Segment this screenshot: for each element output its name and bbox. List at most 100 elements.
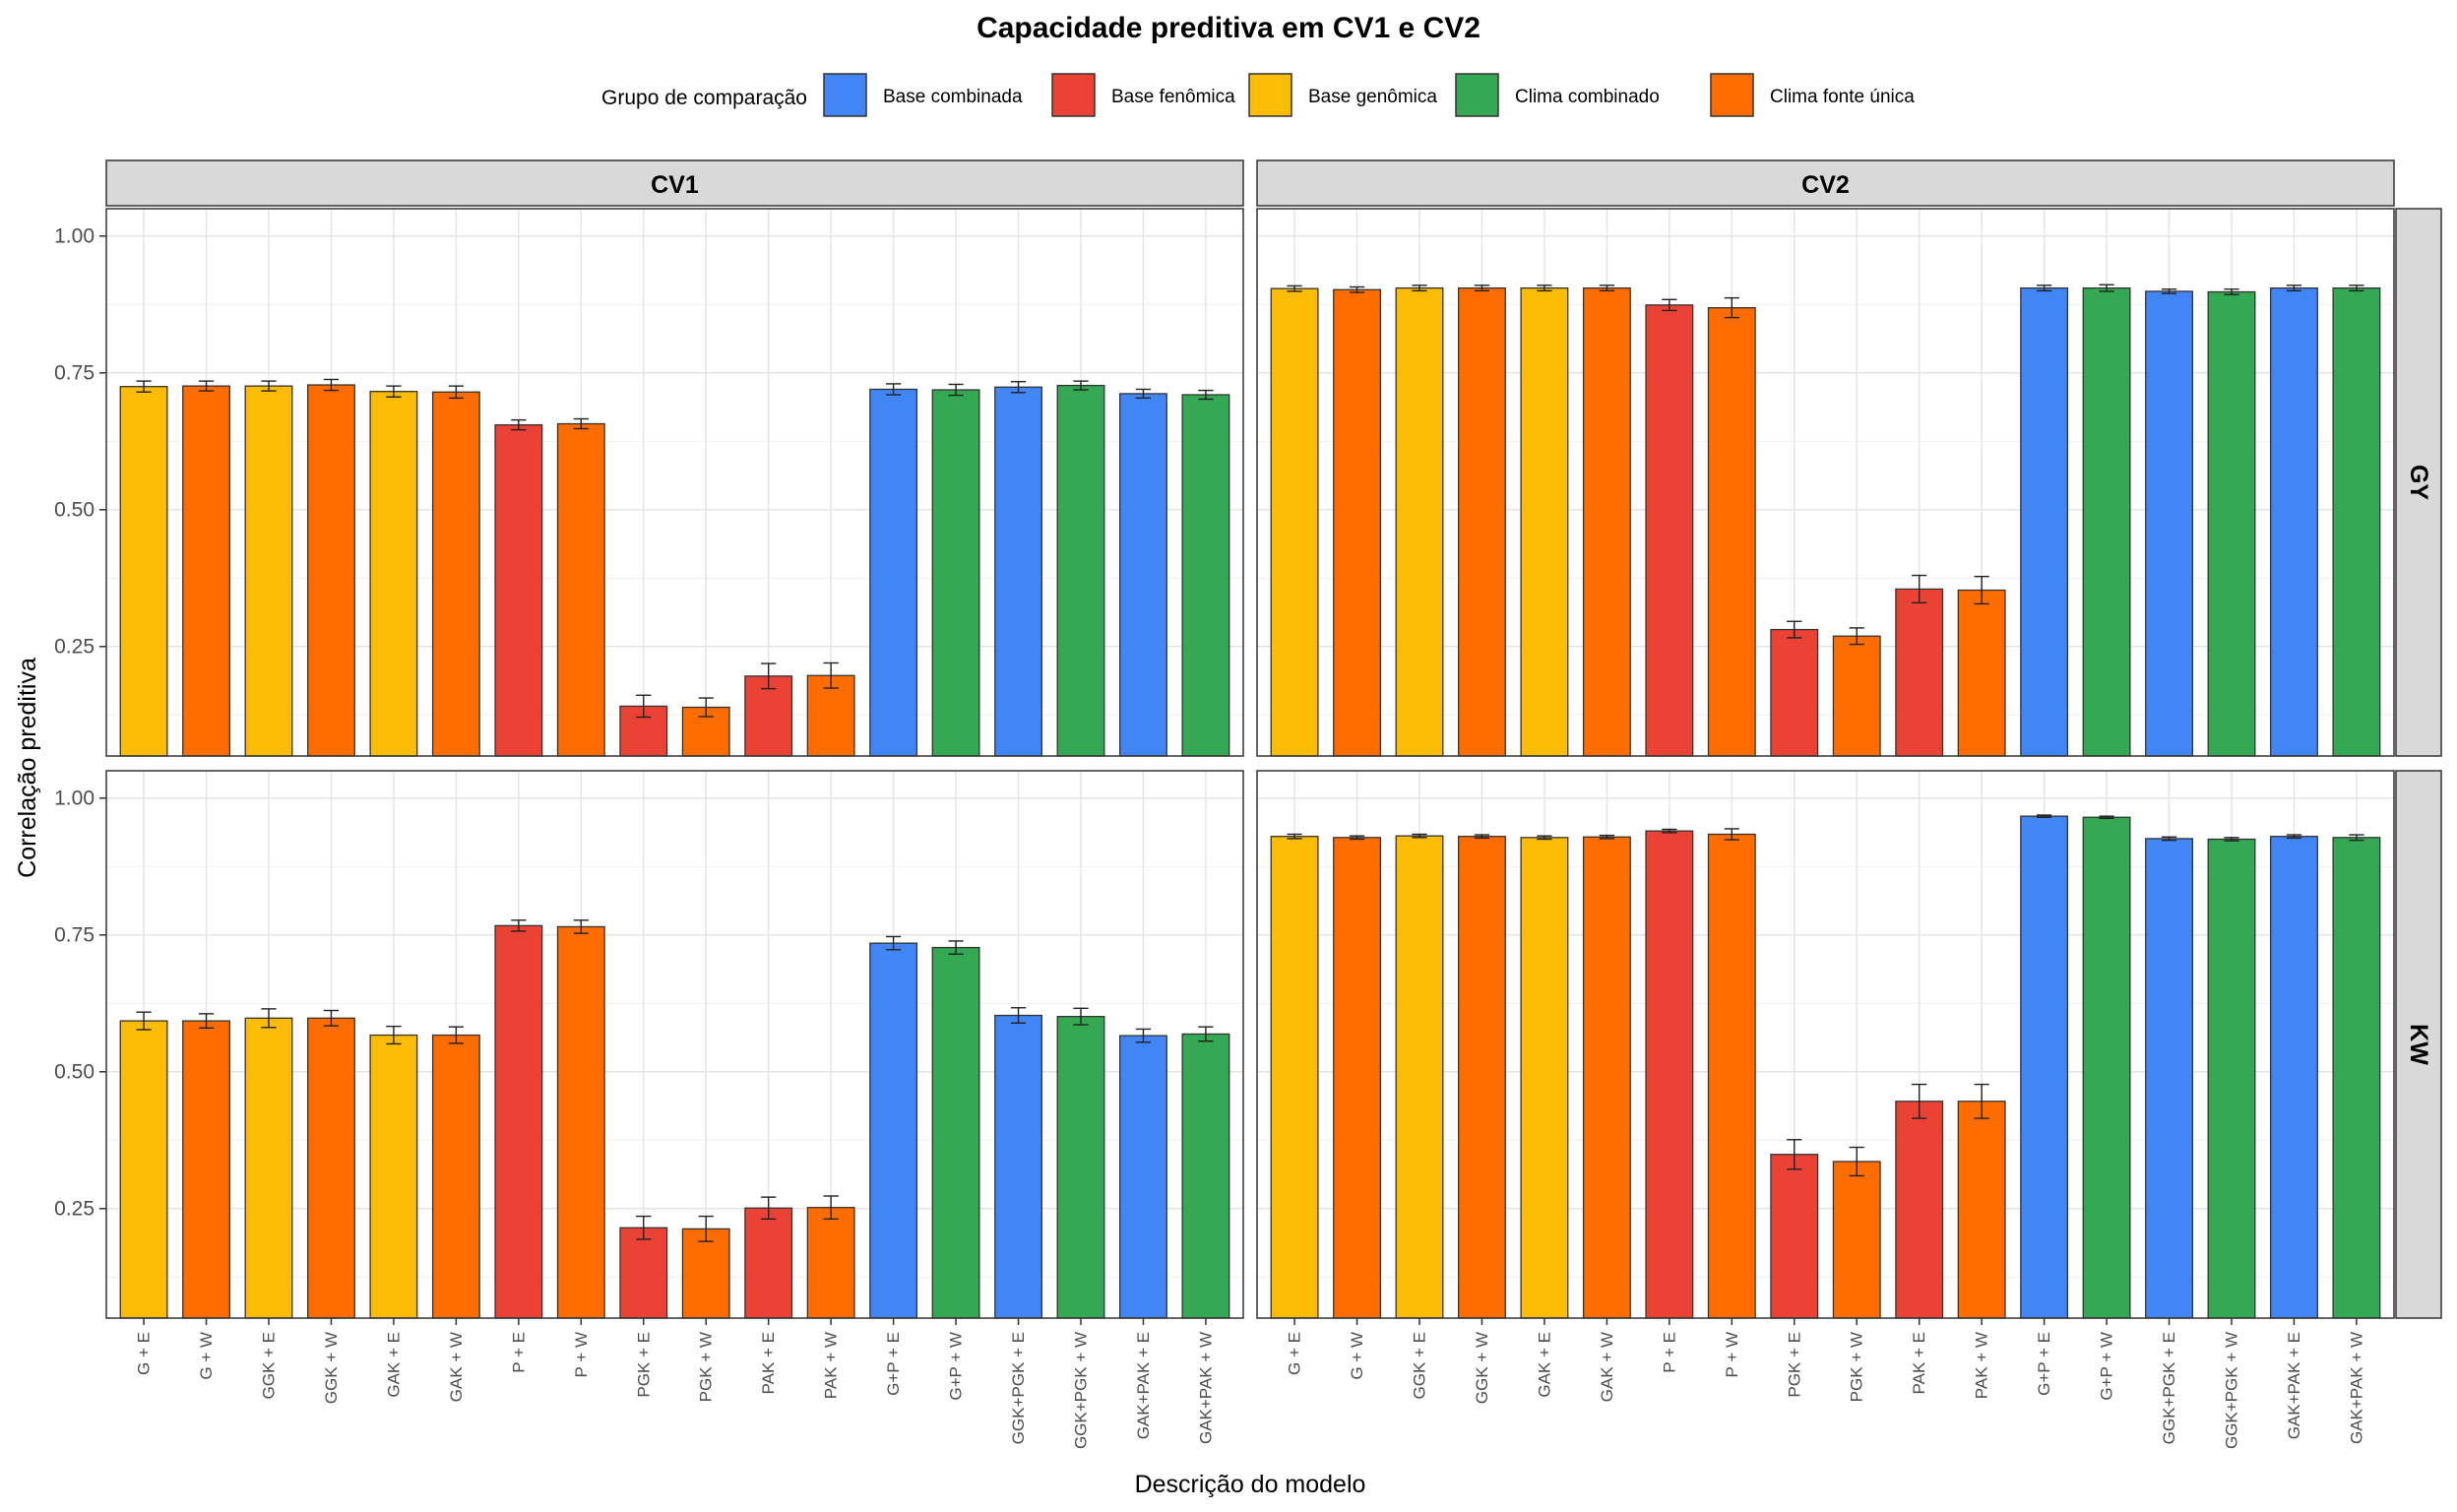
x-tick-label: GAK + E — [384, 1332, 403, 1398]
x-tick-label: GGK+PGK + W — [2223, 1332, 2241, 1449]
bar — [681, 1228, 730, 1319]
facet-label-gy: GY — [2405, 465, 2432, 500]
bar — [994, 1014, 1042, 1319]
x-tick-label: GAK+PAK + E — [2285, 1332, 2303, 1439]
bar — [119, 386, 168, 757]
bar — [2207, 290, 2256, 757]
bar — [1056, 384, 1105, 757]
x-tick-label: PAK + E — [759, 1332, 778, 1394]
legend-swatch-cc — [1455, 73, 1499, 117]
x-tick-label: G + W — [1348, 1332, 1366, 1380]
panel-kw-cv1 — [105, 770, 1244, 1319]
bar — [1458, 836, 1506, 1319]
bar — [869, 942, 918, 1319]
x-tick-label: GGK+PGK + E — [2160, 1332, 2178, 1444]
y-tick-label: 0.75 — [54, 361, 94, 384]
bar — [182, 1020, 230, 1319]
bar — [244, 1017, 293, 1319]
legend-swatch-bc — [823, 73, 867, 117]
bar — [869, 388, 918, 757]
axes: 0.25 0.50 0.75 1.00 0.25 0.50 0.75 1.00 G + E G +… — [54, 224, 2365, 1449]
x-tick-label: G + W — [197, 1332, 216, 1380]
bar — [1181, 394, 1230, 757]
bar — [369, 1034, 418, 1319]
facet-strip-cv2 — [1256, 159, 2395, 207]
bar — [182, 385, 230, 757]
bar — [556, 422, 605, 757]
bar — [431, 1034, 480, 1319]
legend-swatch-bg — [1248, 73, 1292, 117]
bar — [494, 924, 543, 1319]
bar — [1181, 1033, 1230, 1319]
bar — [1707, 306, 1756, 757]
bar — [744, 1207, 793, 1319]
bar — [2332, 837, 2381, 1319]
panel-border — [1256, 770, 2395, 1319]
legend-label-bf: Base fenômica — [1111, 87, 1235, 107]
bar — [2207, 838, 2256, 1319]
x-tick-label: GAK+PAK + W — [1196, 1332, 1215, 1444]
bar — [1957, 589, 2006, 757]
legend-swatch-cf — [1710, 73, 1754, 117]
x-tick-label: G + E — [135, 1332, 154, 1375]
bar — [1056, 1015, 1105, 1319]
y-tick-label: 1.00 — [54, 224, 94, 247]
x-tick-label: GGK + E — [260, 1332, 279, 1400]
y-axis-label: Correlação preditiva — [14, 658, 41, 878]
bar — [1520, 837, 1569, 1319]
panels — [105, 208, 2395, 1319]
bar — [2145, 290, 2193, 757]
bar — [1582, 836, 1631, 1319]
bar — [1770, 628, 1819, 757]
x-tick-label: PGK + W — [1848, 1332, 1866, 1402]
facet-label-kw: KW — [2405, 1024, 2432, 1065]
y-tick-label: 1.00 — [54, 787, 94, 809]
x-tick-label: GGK+PGK + W — [1072, 1332, 1091, 1449]
legend-label-cf: Clima fonte única — [1770, 87, 1915, 107]
x-tick-label: GAK + W — [447, 1332, 466, 1402]
x-tick-label: G+P + E — [2035, 1332, 2053, 1396]
facet-label-cv1: CV1 — [651, 171, 699, 199]
bar — [931, 946, 980, 1319]
x-axis-label: Descrição do modelo — [1135, 1471, 1366, 1498]
bar — [1270, 287, 1319, 757]
x-tick-label: GAK+PAK + W — [2347, 1332, 2365, 1444]
bar — [1707, 833, 1756, 1319]
bar — [1270, 836, 1319, 1319]
chart-title: Capacidade preditiva em CV1 e CV2 — [976, 12, 1480, 44]
bar — [1395, 835, 1444, 1319]
bar — [307, 1017, 355, 1319]
bar — [244, 385, 293, 757]
x-tick-label: GGK + W — [1473, 1332, 1491, 1404]
facet-strip-gy — [2395, 208, 2442, 757]
bar — [2082, 286, 2131, 757]
x-tick-label: PGK + E — [634, 1332, 653, 1398]
legend: Grupo de comparação Base combinada Base fe… — [601, 73, 1915, 117]
facet-strip-cv1 — [105, 159, 1244, 207]
bar — [1832, 635, 1881, 757]
legend-label-bg: Base genômica — [1308, 87, 1437, 107]
bar — [2332, 286, 2381, 757]
bar — [1895, 1101, 1944, 1319]
bar — [2270, 286, 2318, 757]
x-tick-label: GGK+PGK + E — [1009, 1332, 1028, 1444]
bar — [1119, 393, 1167, 757]
bar — [369, 391, 418, 757]
x-tick-label: GGK + W — [322, 1332, 341, 1404]
bar — [806, 1207, 855, 1319]
legend-label-cc: Clima combinado — [1515, 87, 1660, 107]
bar — [1333, 288, 1381, 757]
y-tick-label: 0.75 — [54, 923, 94, 946]
x-tick-label: G+P + W — [2098, 1332, 2116, 1401]
bar — [619, 1227, 668, 1319]
legend-title: Grupo de comparação — [601, 87, 807, 109]
bar — [2020, 815, 2069, 1319]
facet-strips: CV1 CV2 GY KW — [105, 159, 2442, 1319]
bar — [2145, 838, 2193, 1319]
x-tick-label: G+P + E — [884, 1332, 903, 1396]
x-tick-label: P + W — [1723, 1332, 1741, 1377]
x-tick-label: GAK+PAK + E — [1134, 1332, 1153, 1439]
bar — [1895, 588, 1944, 757]
y-tick-label: 0.25 — [54, 1197, 94, 1220]
